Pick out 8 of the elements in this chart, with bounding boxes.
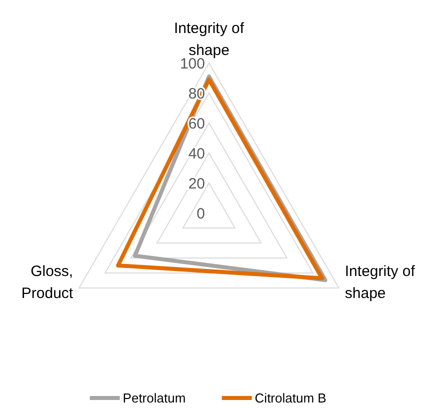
y-tick-label: 60	[188, 115, 205, 132]
y-tick-label: 40	[188, 145, 205, 162]
y-tick-label: 20	[188, 175, 205, 192]
spoke-label: Gloss, Product	[21, 263, 74, 302]
y-tick-label: 0	[196, 205, 205, 222]
legend-label: Petrolatum	[122, 390, 186, 406]
legend-label: Citrolatum B	[254, 390, 326, 406]
spoke-label: Integrity of shape	[344, 263, 416, 302]
